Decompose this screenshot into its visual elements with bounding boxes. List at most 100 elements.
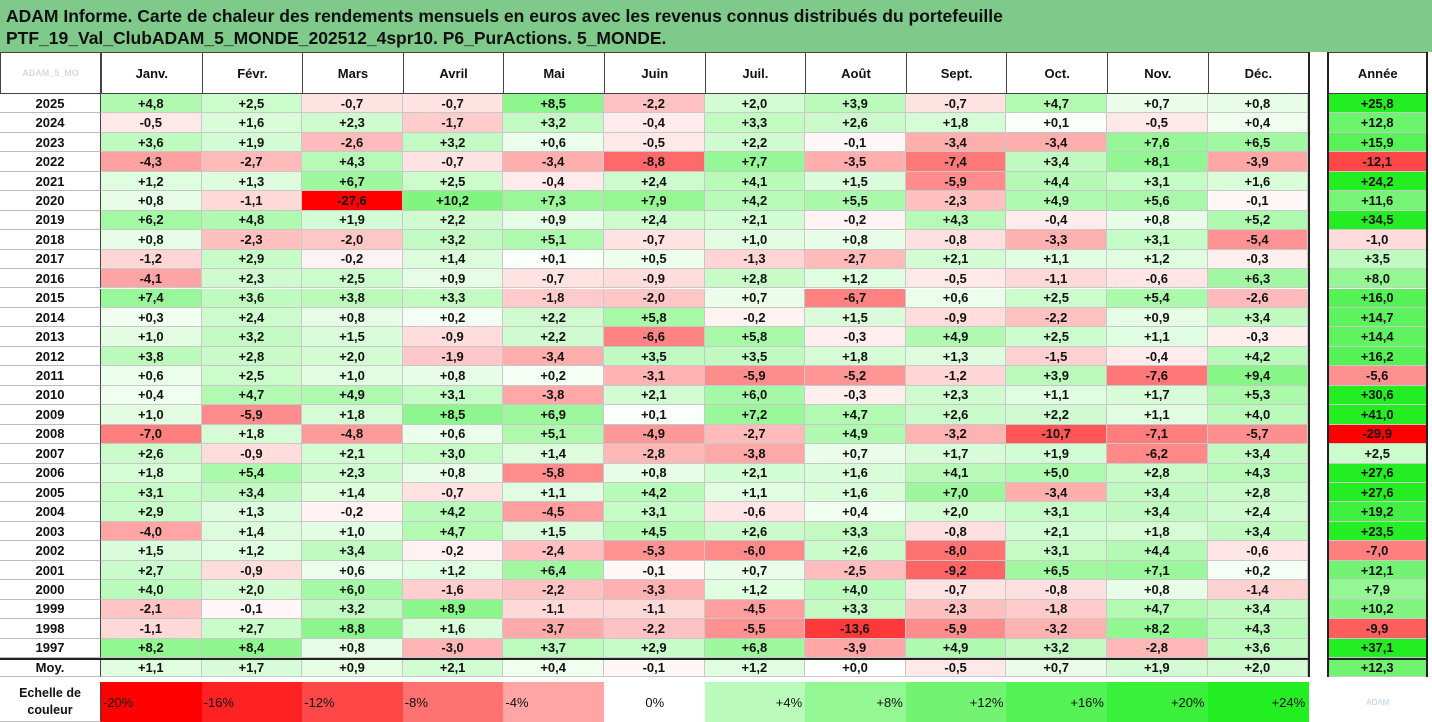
average-cell: -0,5 [905,658,1007,678]
heatmap-cell: +2,0 [302,346,403,367]
heatmap-cell: +1,8 [905,113,1007,133]
heatmap-cell: -5,9 [905,171,1007,192]
heatmap-cell: +1,4 [201,521,303,542]
heatmap-cell: -4,5 [503,502,604,522]
heatmap-cell: -8,8 [604,152,705,172]
heatmap-cell: +0,8 [1107,580,1208,600]
row-year-label: 1997 [0,638,101,659]
heatmap-cell: +3,7 [503,638,604,659]
heatmap-cell: +1,5 [503,521,604,542]
annual-cell: +10,2 [1328,599,1428,620]
heatmap-cell: +1,6 [402,619,504,639]
average-cell: +0,4 [503,658,604,678]
annual-cell: +16,0 [1328,288,1428,308]
heatmap-cell: +2,0 [201,580,303,600]
heatmap-cell: +6,3 [1207,269,1309,289]
row-year-label: 2020 [0,191,101,211]
heatmap-cell: +2,0 [704,94,806,114]
row-year-label: 2004 [0,502,101,522]
heatmap-cell: +7,1 [1107,560,1208,581]
heatmap-cell: -0,7 [402,152,504,172]
heatmap-cell: -3,0 [402,638,504,659]
row-year-label: 2003 [0,521,101,542]
heatmap-cell: +3,3 [805,599,906,620]
row-year-label: 2000 [0,580,101,600]
heatmap-cell: +4,9 [302,385,403,406]
heatmap-cell: +2,1 [604,385,705,406]
heatmap-cell: -4,3 [101,152,202,172]
heatmap-cell: -3,4 [503,346,604,367]
heatmap-cell: +1,1 [1006,385,1107,406]
heatmap-cell: +0,4 [1207,113,1309,133]
heatmap-cell: +3,2 [1006,638,1107,659]
title-line-2: PTF_19_Val_ClubADAM_5_MONDE_202512_4spr1… [6,28,667,48]
heatmap-cell: -1,4 [1207,580,1309,600]
annual-cell: +34,5 [1328,210,1428,231]
heatmap-cell: +2,2 [402,210,504,231]
heatmap-cell: +1,2 [402,560,504,581]
heatmap-cell: +3,6 [201,288,303,308]
heatmap-cell: -1,7 [402,113,504,133]
heatmap-cell: +3,1 [1006,502,1107,522]
heatmap-cell: +1,7 [1107,385,1208,406]
corner-label: ADAM_5_MO [0,52,101,94]
heatmap-cell: +4,0 [101,580,202,600]
heatmap-cell: +7,0 [905,483,1007,503]
heatmap-cell: +1,2 [201,541,303,561]
annual-cell: +14,7 [1328,307,1428,328]
heatmap-cell: +1,1 [1107,405,1208,425]
heatmap-cell: -1,1 [201,191,303,211]
heatmap-cell: -3,4 [905,132,1007,153]
heatmap-cell: -4,5 [704,599,806,620]
heatmap-cell: +7,9 [604,191,705,211]
heatmap-cell: -27,6 [302,191,403,211]
annual-cell: -1,0 [1328,230,1428,250]
heatmap-cell: -2,3 [201,230,303,250]
heatmap-cell: -2,7 [704,424,806,445]
heatmap-cell: -7,6 [1107,366,1208,386]
heatmap-cell: -1,8 [503,288,604,308]
heatmap-cell: +8,5 [402,405,504,425]
heatmap-cell: -2,3 [905,599,1007,620]
average-cell: +0,0 [805,658,906,678]
annual-cell: -5,6 [1328,366,1428,386]
heatmap-cell: -3,8 [503,385,604,406]
heatmap-cell: +2,5 [1006,288,1107,308]
heatmap-cell: +6,4 [503,560,604,581]
heatmap-cell: +4,7 [201,385,303,406]
heatmap-cell: +1,1 [1006,249,1107,270]
heatmap-cell: +2,4 [604,171,705,192]
row-year-label: 1999 [0,599,101,620]
heatmap-cell: +2,5 [201,94,303,114]
heatmap-cell: +0,8 [805,230,906,250]
heatmap-cell: -1,5 [1006,346,1107,367]
heatmap-grid: ADAM_5_MO Janv. Févr. Mars Avril Mai Juin Juil.… [0,52,1432,722]
scale-label: Echelle de couleur [0,682,101,722]
heatmap-cell: -7,0 [101,424,202,445]
heatmap-cell: +2,1 [704,210,806,231]
annual-cell: +16,2 [1328,346,1428,367]
heatmap-cell: -0,7 [503,269,604,289]
heatmap-cell: +0,6 [101,366,202,386]
heatmap-cell: -7,4 [905,152,1007,172]
heatmap-cell: +7,3 [503,191,604,211]
heatmap-cell: +2,7 [101,560,202,581]
heatmap-cell: -5,9 [905,619,1007,639]
annual-cell: +8,0 [1328,269,1428,289]
heatmap-cell: +0,4 [101,385,202,406]
heatmap-cell: +7,2 [704,405,806,425]
heatmap-cell: -3,4 [1006,132,1107,153]
row-year-label: 2007 [0,444,101,464]
heatmap-cell: +1,8 [1107,521,1208,542]
heatmap-cell: -0,7 [402,483,504,503]
heatmap-cell: -0,3 [805,327,906,347]
heatmap-cell: -5,3 [604,541,705,561]
heatmap-cell: +1,4 [402,249,504,270]
heatmap-cell: +0,7 [1107,94,1208,114]
heatmap-cell: -0,2 [302,249,403,270]
heatmap-cell: -0,1 [201,599,303,620]
heatmap-cell: +2,1 [905,249,1007,270]
heatmap-cell: -7,1 [1107,424,1208,445]
annual-cell: +12,8 [1328,113,1428,133]
column-header-1: Févr. [201,52,304,94]
